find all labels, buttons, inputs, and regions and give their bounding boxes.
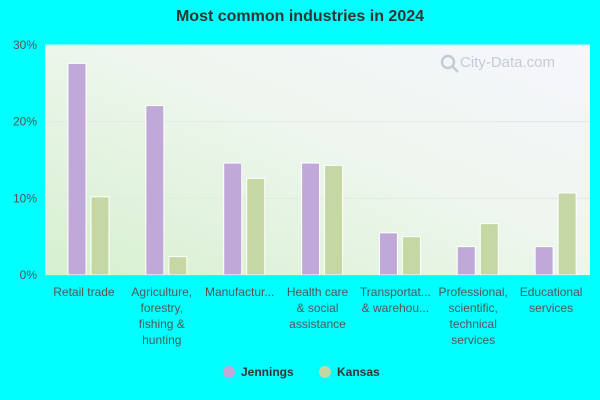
bar-kansas [324,164,344,276]
x-axis: Retail trade Agriculture, forestry, fishing… [53,285,582,347]
legend-marker [223,366,235,378]
x-tick-label: assistance [289,317,346,331]
y-tick-label: 0% [20,268,38,282]
x-tick-label: services [451,333,495,347]
y-tick-label: 10% [13,191,37,205]
bar-jennings [223,162,243,276]
x-tick-label: hunting [142,333,181,347]
x-tick-label: Retail trade [53,285,115,299]
legend-marker [319,366,331,378]
bar-kansas [479,223,499,276]
legend-label: Kansas [337,365,380,379]
x-tick-label: services [529,301,573,315]
legend: Jennings Kansas [223,365,380,379]
bar-kansas [90,196,110,276]
bar-kansas [246,177,266,276]
legend-label: Jennings [241,365,294,379]
search-icon [440,54,459,73]
x-tick-label: Professional, [439,285,508,299]
bar-jennings [67,62,87,276]
bar-jennings [145,105,165,276]
bar-kansas [168,256,188,276]
bar-jennings [456,246,476,276]
bar-jennings [534,246,554,276]
x-tick-label: forestry, [141,301,183,315]
x-tick-label: scientific, [449,301,498,315]
x-tick-label: Transportat... [360,285,431,299]
bar-jennings [378,232,398,276]
x-tick-label: Manufactur... [205,285,274,299]
watermark-text: City-Data.com [460,54,555,71]
watermark: City-Data.com [440,54,555,73]
x-tick-label: & social [296,301,338,315]
y-tick-label: 30% [13,38,37,52]
chart-title: Most common industries in 2024 [175,8,425,25]
x-tick-label: & warehou... [362,301,429,315]
bar-kansas [401,236,421,276]
x-tick-label: technical [450,317,497,331]
y-axis: 0% 10% 20% 30% [13,38,37,282]
bar-kansas [557,192,577,276]
x-tick-label: fishing & [139,317,185,331]
x-tick-label: Educational [520,285,583,299]
x-tick-label: Health care [287,285,349,299]
x-tick-label: Agriculture, [131,285,192,299]
bar-jennings [301,162,321,276]
bars [67,62,577,276]
y-tick-label: 20% [13,115,37,129]
